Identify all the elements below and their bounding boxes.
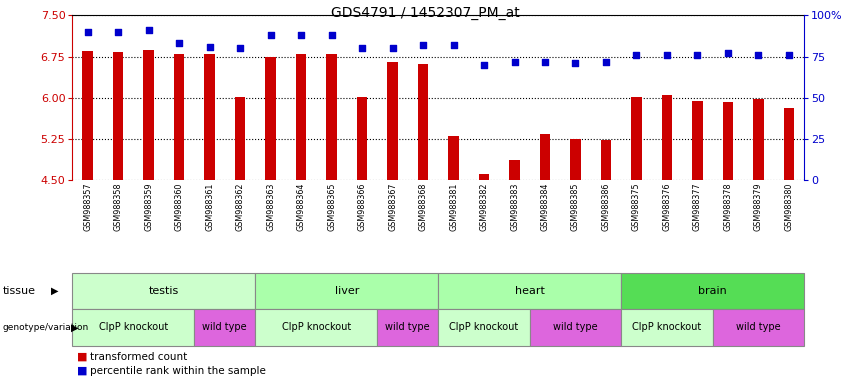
Point [447, 42, 460, 48]
Text: brain: brain [699, 286, 727, 296]
Bar [204, 54, 215, 180]
Bar [722, 102, 734, 180]
Text: GSM988384: GSM988384 [540, 182, 550, 231]
Text: GSM988364: GSM988364 [296, 182, 306, 231]
Text: GSM988375: GSM988375 [632, 182, 641, 231]
Text: ▶: ▶ [71, 322, 78, 333]
Bar [387, 62, 398, 180]
Point [477, 62, 491, 68]
Text: transformed count: transformed count [90, 352, 187, 362]
Point [691, 52, 705, 58]
Bar [631, 97, 642, 180]
Text: wild type: wild type [386, 322, 430, 333]
Point [721, 50, 734, 56]
Bar [235, 97, 245, 180]
Text: GSM988366: GSM988366 [357, 182, 367, 231]
Text: tissue: tissue [3, 286, 36, 296]
Bar [601, 140, 611, 180]
Text: GSM988360: GSM988360 [174, 182, 184, 231]
Point [325, 32, 339, 38]
Bar [478, 174, 489, 180]
Bar [143, 50, 154, 180]
Bar [753, 99, 764, 180]
Bar [784, 108, 794, 180]
Text: ■: ■ [77, 366, 87, 376]
Text: testis: testis [149, 286, 179, 296]
Bar [112, 52, 123, 180]
Text: ClpP knockout: ClpP knockout [632, 322, 701, 333]
Text: GSM988382: GSM988382 [479, 182, 488, 231]
Text: GSM988378: GSM988378 [723, 182, 733, 231]
Point [172, 40, 186, 46]
Point [568, 60, 582, 66]
Text: GSM988363: GSM988363 [266, 182, 275, 231]
Point [782, 52, 796, 58]
Text: GSM988357: GSM988357 [83, 182, 92, 231]
Text: GSM988368: GSM988368 [419, 182, 427, 231]
Bar [418, 64, 428, 180]
Point [660, 52, 674, 58]
Text: liver: liver [334, 286, 359, 296]
Text: GSM988376: GSM988376 [662, 182, 671, 231]
Point [203, 44, 216, 50]
Text: ClpP knockout: ClpP knockout [282, 322, 351, 333]
Point [599, 58, 613, 65]
Text: ClpP knockout: ClpP knockout [99, 322, 168, 333]
Point [294, 32, 308, 38]
Text: GSM988358: GSM988358 [113, 182, 123, 231]
Point [508, 58, 522, 65]
Text: wild type: wild type [553, 322, 597, 333]
Text: GSM988367: GSM988367 [388, 182, 397, 231]
Text: ClpP knockout: ClpP knockout [449, 322, 518, 333]
Text: GSM988385: GSM988385 [571, 182, 580, 231]
Text: ■: ■ [77, 352, 87, 362]
Text: GDS4791 / 1452307_PM_at: GDS4791 / 1452307_PM_at [331, 6, 520, 20]
Text: GSM988386: GSM988386 [602, 182, 610, 231]
Bar [540, 134, 551, 180]
Bar [266, 56, 276, 180]
Text: wild type: wild type [203, 322, 247, 333]
Text: GSM988377: GSM988377 [693, 182, 702, 231]
Bar [509, 160, 520, 180]
Bar [295, 54, 306, 180]
Text: genotype/variation: genotype/variation [3, 323, 89, 332]
Point [81, 29, 94, 35]
Bar [448, 136, 459, 180]
Text: GSM988383: GSM988383 [510, 182, 519, 231]
Point [416, 42, 430, 48]
Text: percentile rank within the sample: percentile rank within the sample [90, 366, 266, 376]
Point [751, 52, 765, 58]
Point [264, 32, 277, 38]
Point [233, 45, 247, 51]
Point [630, 52, 643, 58]
Point [386, 45, 399, 51]
Point [538, 58, 551, 65]
Bar [357, 97, 368, 180]
Text: GSM988379: GSM988379 [754, 182, 763, 231]
Bar [174, 54, 185, 180]
Point [111, 29, 125, 35]
Text: GSM988365: GSM988365 [327, 182, 336, 231]
Point [355, 45, 368, 51]
Text: heart: heart [515, 286, 545, 296]
Point [142, 27, 156, 33]
Text: ▶: ▶ [51, 286, 59, 296]
Bar [326, 54, 337, 180]
Text: wild type: wild type [736, 322, 780, 333]
Text: GSM988359: GSM988359 [144, 182, 153, 231]
Text: GSM988381: GSM988381 [449, 182, 458, 231]
Text: GSM988361: GSM988361 [205, 182, 214, 231]
Bar [661, 95, 672, 180]
Bar [692, 101, 703, 180]
Text: GSM988362: GSM988362 [236, 182, 244, 231]
Text: GSM988380: GSM988380 [785, 182, 793, 231]
Bar [570, 139, 581, 180]
Bar [83, 51, 93, 180]
